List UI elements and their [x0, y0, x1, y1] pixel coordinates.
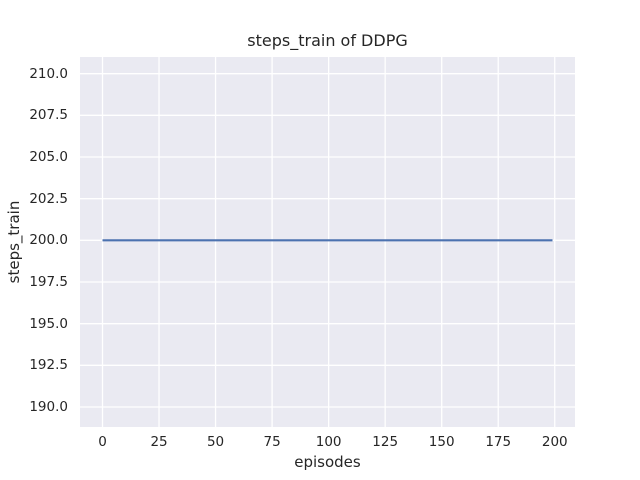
x-tick-label: 25	[150, 434, 168, 450]
y-tick-label: 202.5	[29, 190, 68, 207]
y-tick-label: 205.0	[29, 149, 68, 165]
y-tick-label: 195.0	[29, 315, 68, 332]
x-tick-label: 150	[428, 434, 455, 450]
x-axis-label: episodes	[294, 453, 361, 471]
y-tick-label: 207.5	[29, 107, 68, 124]
y-tick-label: 197.5	[29, 274, 68, 290]
x-tick-label: 75	[263, 434, 281, 450]
x-tick-label: 175	[485, 434, 512, 450]
x-tick-label: 50	[206, 434, 225, 450]
plot-area	[80, 57, 575, 427]
chart-title: steps_train of DDPG	[247, 31, 408, 50]
y-tick-label: 210.0	[29, 65, 68, 82]
x-tick-label: 0	[98, 434, 107, 450]
y-tick-label: 190.0	[29, 399, 68, 415]
y-tick-label: 200.0	[29, 232, 68, 249]
plot-canvas	[80, 57, 575, 427]
y-tick-label: 192.5	[29, 357, 68, 374]
x-tick-label: 125	[372, 434, 399, 450]
x-tick-label: 200	[541, 434, 568, 450]
x-tick-label: 100	[315, 434, 342, 450]
